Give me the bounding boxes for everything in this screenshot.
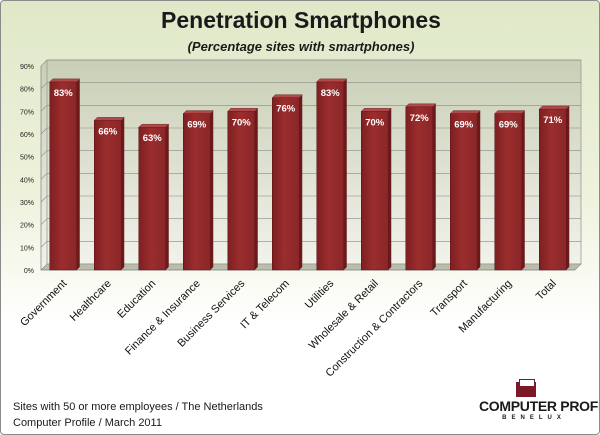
bar [405,106,433,271]
bar [450,113,478,271]
bar-top [182,110,214,114]
data-label: 72% [410,113,430,124]
bar-top [271,94,303,98]
y-tick-label: 0% [24,268,34,275]
gridline-diag [40,241,48,248]
data-label: 71% [543,115,563,126]
y-tick-label: 20% [20,223,34,230]
data-label: 83% [321,88,341,99]
gridline-diag [40,150,48,157]
bar [272,97,300,271]
bar-top [316,78,348,83]
gridline-diag [40,82,48,89]
company-logo: COMPUTER PROFILE BENELUX [479,379,599,427]
bar-side [121,117,125,271]
bar [138,126,166,271]
data-label: 69% [454,120,474,131]
gridline-diag [40,173,48,180]
data-label: 70% [365,117,385,128]
bar [539,108,567,271]
x-tick-label: Total [534,278,559,303]
footer-note: Sites with 50 or more employees / The Ne… [13,399,263,431]
bar [227,111,255,271]
y-tick-label: 70% [20,109,34,116]
gridline-diag [40,59,48,67]
data-label: 83% [54,88,74,99]
bar-side [521,110,525,270]
x-tick-label: Education [115,278,158,321]
bar-side [254,108,258,270]
logo-subtitle: BENELUX [502,415,566,421]
data-label: 69% [499,120,519,131]
x-tick-label: Finance & Insurance [123,278,203,358]
bar-top [538,105,570,110]
bar [49,81,77,271]
data-label: 76% [276,104,296,115]
bar-side [299,94,303,270]
bar-side [165,124,169,270]
chart-subtitle: (Percentage sites with smartphones) [187,39,415,54]
y-tick-label: 90% [20,64,34,71]
y-tick-label: 40% [20,177,34,184]
x-tick-label: Healthcare [68,278,114,324]
bar [316,81,344,271]
bar [183,113,211,271]
bar-side [566,106,570,270]
footer-line-1: Sites with 50 or more employees / The Ne… [13,401,263,413]
data-label: 66% [98,126,118,137]
data-label: 63% [143,133,163,144]
bar [494,113,522,271]
logo-icon [516,379,536,397]
bar-top [49,78,81,83]
bar-side [388,108,392,270]
chart-title: Penetration Smartphones [161,7,441,33]
y-tick-label: 80% [20,87,34,94]
y-tick-label: 30% [20,200,34,207]
bar-top [138,123,170,128]
bar-top [227,108,259,112]
x-tick-label: Utilities [303,277,337,311]
gridline-diag [40,218,48,225]
bar [361,111,389,271]
bar-top [449,110,481,114]
gridline-diag [40,105,48,112]
bar-side [343,78,347,270]
plot-area [46,59,582,265]
bar-side [432,103,436,270]
bar-side [477,110,481,270]
bar [94,120,122,271]
bar-top [93,117,125,121]
gridline-diag [40,195,48,203]
footer-line-2: Computer Profile / March 2011 [13,417,162,429]
x-tick-label: Transport [428,278,469,319]
bar-top [405,103,437,108]
y-tick-label: 60% [20,132,34,139]
bar-top [360,108,392,112]
y-tick-label: 50% [20,155,34,162]
bar-top [494,110,526,114]
gridline-diag [40,127,48,135]
logo-name: COMPUTER PROFILE [479,398,599,414]
y-tick-label: 10% [20,245,34,252]
x-tick-label: Government [18,278,69,329]
data-label: 69% [187,120,207,131]
bar-side [210,110,214,270]
x-tick-label: Construction & Contractors [324,277,426,379]
bar-side [76,78,80,270]
data-label: 70% [232,117,252,128]
